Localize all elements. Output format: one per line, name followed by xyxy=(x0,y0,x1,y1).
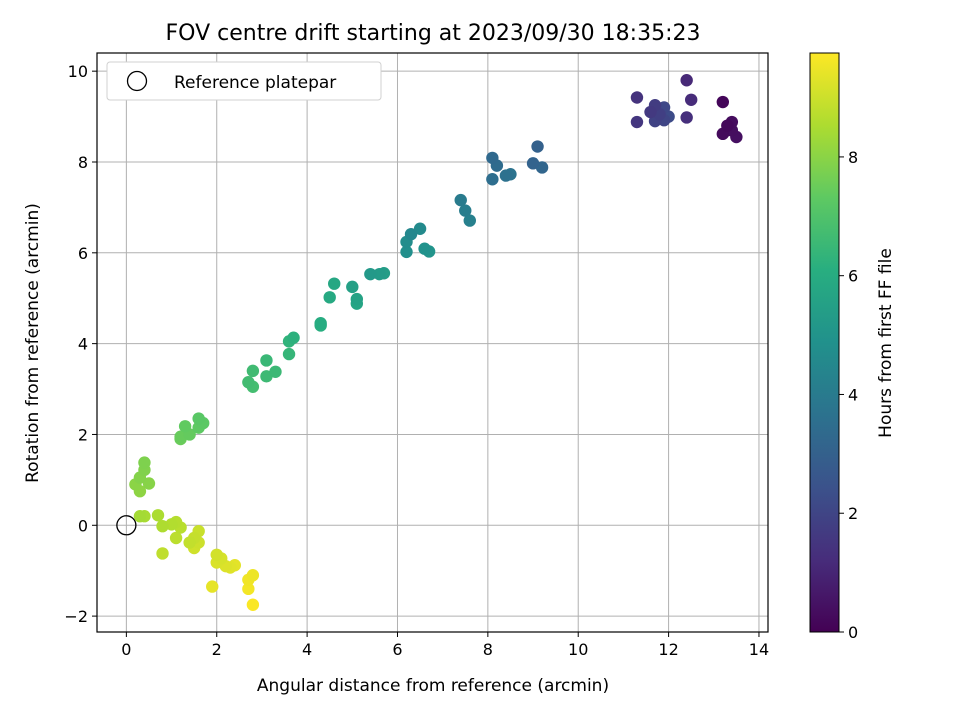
data-point xyxy=(454,193,467,207)
data-point xyxy=(133,510,147,523)
data-point xyxy=(260,354,273,367)
data-point xyxy=(373,267,386,281)
data-point xyxy=(680,111,693,124)
data-point xyxy=(178,420,192,433)
colorbar-tick-label: 8 xyxy=(848,148,858,167)
data-point xyxy=(716,95,730,109)
legend-box xyxy=(106,61,382,101)
x-axis: 0 2 4 6 8 10 12 14 xyxy=(121,632,769,659)
y-axis: −2 0 2 4 6 8 10 xyxy=(64,62,97,626)
data-point xyxy=(210,548,223,561)
x-tick-label: 14 xyxy=(749,640,769,659)
data-point xyxy=(282,347,296,361)
data-point xyxy=(269,365,282,378)
x-tick-label: 8 xyxy=(483,640,493,659)
y-tick-label: 8 xyxy=(78,153,88,172)
data-point xyxy=(156,547,169,560)
data-point xyxy=(463,214,476,227)
data-point xyxy=(142,477,156,490)
data-point xyxy=(459,204,472,217)
colorbar-ticks: 0 2 4 6 8 xyxy=(839,148,858,642)
colorbar-gradient xyxy=(809,52,840,633)
y-tick-label: −2 xyxy=(64,607,88,626)
x-tick-label: 12 xyxy=(658,640,678,659)
data-point xyxy=(418,242,431,255)
reference-marker xyxy=(116,515,137,536)
data-point xyxy=(486,173,499,186)
colorbar-tick-label: 4 xyxy=(848,385,858,404)
data-point xyxy=(404,227,418,241)
legend-label: Reference platepar xyxy=(174,73,336,93)
legend-marker xyxy=(126,70,148,92)
x-tick-label: 4 xyxy=(302,640,312,659)
data-point xyxy=(350,292,364,306)
x-tick-label: 10 xyxy=(568,640,588,659)
colorbar-label: Hours from first FF file xyxy=(876,248,896,438)
data-point xyxy=(246,569,260,582)
data-point xyxy=(156,519,169,533)
data-point xyxy=(246,598,260,611)
data-point xyxy=(287,331,300,344)
x-tick-label: 2 xyxy=(212,640,222,659)
data-point xyxy=(499,169,513,182)
x-tick-label: 0 xyxy=(121,640,131,659)
data-point xyxy=(644,105,657,119)
data-point xyxy=(246,364,260,378)
data-point xyxy=(413,222,427,235)
data-point xyxy=(630,91,644,104)
data-point xyxy=(680,74,693,87)
data-point xyxy=(138,456,151,469)
y-tick-label: 4 xyxy=(78,335,88,354)
reference-point xyxy=(116,515,137,536)
data-point xyxy=(526,157,540,170)
data-point xyxy=(183,536,196,549)
legend: Reference platepar xyxy=(106,61,382,101)
data-point xyxy=(151,509,165,522)
colorbar-tick-label: 0 xyxy=(848,623,858,642)
data-point xyxy=(400,245,413,259)
data-point xyxy=(328,277,341,290)
x-tick-label: 6 xyxy=(392,640,402,659)
y-tick-label: 6 xyxy=(78,244,88,263)
data-point xyxy=(721,119,734,132)
y-tick-label: 10 xyxy=(68,62,88,81)
x-axis-label: Angular distance from reference (arcmin) xyxy=(257,676,609,696)
data-point xyxy=(346,280,359,294)
data-point xyxy=(486,151,499,165)
plot-frame xyxy=(96,52,769,633)
colorbar-tick-label: 6 xyxy=(848,267,858,286)
chart-title: FOV centre drift starting at 2023/09/30 … xyxy=(166,21,701,46)
data-points xyxy=(129,74,743,611)
y-tick-label: 0 xyxy=(78,516,88,535)
data-point xyxy=(242,376,255,389)
data-point xyxy=(206,580,219,593)
data-point xyxy=(323,291,336,304)
y-axis-label: Rotation from reference (arcmin) xyxy=(23,203,43,483)
data-point xyxy=(192,412,205,425)
data-point xyxy=(364,267,377,281)
colorbar-tick-label: 2 xyxy=(848,504,858,523)
colorbar: 0 2 4 6 8 Hours from first FF file xyxy=(809,52,896,642)
data-point xyxy=(242,582,255,596)
data-point xyxy=(684,93,698,106)
data-point xyxy=(630,115,644,129)
data-point xyxy=(314,317,327,330)
data-point xyxy=(169,531,183,545)
y-tick-label: 2 xyxy=(78,425,88,444)
data-point xyxy=(531,140,544,153)
